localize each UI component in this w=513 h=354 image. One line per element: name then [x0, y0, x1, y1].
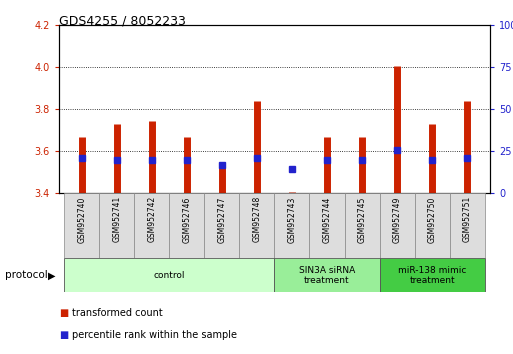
Bar — [134, 193, 169, 258]
Bar — [274, 258, 380, 292]
Text: percentile rank within the sample: percentile rank within the sample — [72, 330, 237, 339]
Text: GSM952743: GSM952743 — [287, 196, 297, 242]
Bar — [169, 193, 204, 258]
Text: GDS4255 / 8052233: GDS4255 / 8052233 — [59, 14, 186, 27]
Text: ■: ■ — [59, 330, 68, 339]
Text: GSM952745: GSM952745 — [358, 196, 367, 242]
Bar — [309, 193, 345, 258]
Text: GSM952748: GSM952748 — [252, 196, 262, 242]
Text: transformed count: transformed count — [72, 308, 163, 318]
Text: GSM952741: GSM952741 — [112, 196, 121, 242]
Text: control: control — [153, 271, 185, 280]
Text: ■: ■ — [59, 308, 68, 318]
Text: GSM952742: GSM952742 — [147, 196, 156, 242]
Bar — [345, 193, 380, 258]
Bar — [100, 193, 134, 258]
Text: miR-138 mimic
treatment: miR-138 mimic treatment — [398, 266, 466, 285]
Text: GSM952750: GSM952750 — [428, 196, 437, 242]
Bar — [274, 193, 309, 258]
Text: GSM952751: GSM952751 — [463, 196, 471, 242]
Bar — [380, 193, 415, 258]
Bar — [380, 258, 485, 292]
Text: GSM952747: GSM952747 — [218, 196, 226, 242]
Bar — [449, 193, 485, 258]
Text: GSM952749: GSM952749 — [392, 196, 402, 242]
Text: GSM952746: GSM952746 — [182, 196, 191, 242]
Text: protocol: protocol — [5, 270, 48, 280]
Bar — [204, 193, 240, 258]
Bar — [240, 193, 274, 258]
Text: GSM952744: GSM952744 — [323, 196, 331, 242]
Text: ▶: ▶ — [48, 270, 55, 280]
Text: GSM952740: GSM952740 — [77, 196, 86, 242]
Bar — [64, 258, 274, 292]
Text: SIN3A siRNA
treatment: SIN3A siRNA treatment — [299, 266, 355, 285]
Bar — [64, 193, 100, 258]
Bar — [415, 193, 449, 258]
